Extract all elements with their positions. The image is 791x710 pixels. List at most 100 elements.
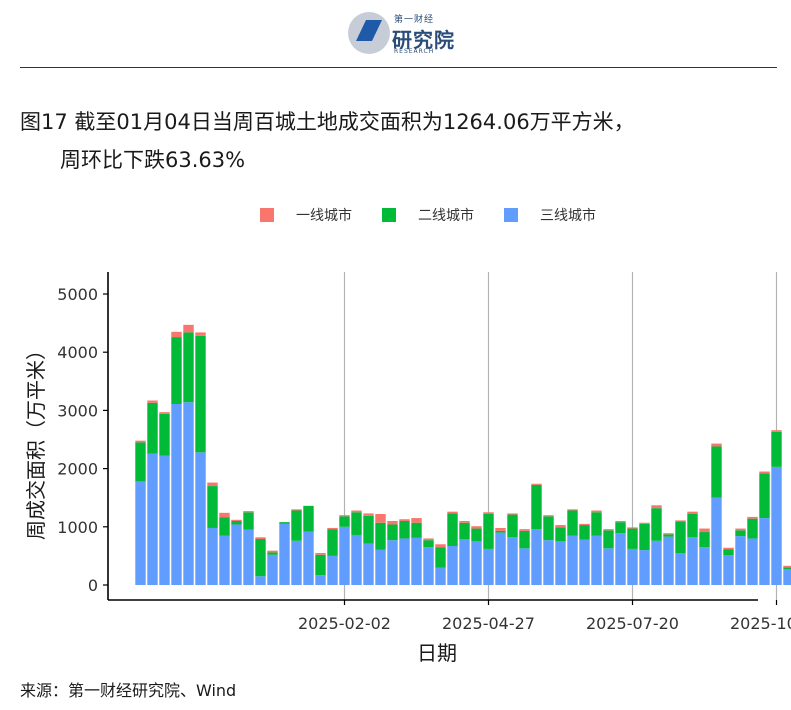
- x-axis-title: 日期: [417, 641, 457, 665]
- bar-tier2-48: [699, 532, 710, 548]
- bar-tier1-29: [471, 526, 482, 529]
- legend-label-tier3: 三线城市: [540, 208, 596, 224]
- bar-tier3-32: [507, 537, 518, 585]
- bar-tier3-16: [315, 575, 326, 585]
- bar-tier3-45: [663, 536, 674, 585]
- bar-tier1-51: [735, 528, 746, 531]
- bar-tier2-29: [471, 528, 482, 542]
- bar-tier3-51: [735, 536, 746, 585]
- bar-tier2-31: [495, 530, 506, 533]
- bar-tier2-42: [627, 528, 638, 549]
- bar-tier2-5: [183, 332, 194, 403]
- bar-tier2-10: [243, 512, 254, 530]
- y-tick-label-2000: 2000: [57, 460, 98, 479]
- bar-tier3-31: [495, 532, 506, 585]
- bar-tier2-12: [267, 552, 278, 555]
- bar-tier3-7: [207, 527, 218, 585]
- bar-tier2-13: [279, 522, 290, 524]
- bar-tier2-39: [591, 512, 602, 536]
- bar-tier2-27: [447, 513, 458, 546]
- bar-tier2-14: [291, 510, 302, 541]
- bar-tier1-44: [651, 505, 662, 509]
- bar-tier3-3: [159, 455, 170, 585]
- bar-tier1-25: [423, 538, 434, 541]
- bar-tier2-30: [483, 514, 494, 549]
- y-axis-title: 周成交面积（万平米）: [24, 340, 48, 540]
- bar-tier3-54: [771, 466, 782, 585]
- bar-tier3-22: [387, 540, 398, 585]
- legend-label-tier2: 二线城市: [418, 208, 474, 224]
- bar-tier2-50: [723, 549, 734, 556]
- bar-tier2-18: [339, 516, 350, 527]
- bar-tier2-45: [663, 534, 674, 537]
- bar-tier2-41: [615, 522, 626, 534]
- logo-brand-text: 第一财经: [394, 15, 435, 25]
- bar-tier1-42: [627, 527, 638, 529]
- bar-tier2-22: [387, 524, 398, 541]
- bar-tier2-28: [459, 522, 470, 540]
- legend-label-tier1: 一线城市: [296, 208, 352, 224]
- bar-tier1-22: [387, 520, 398, 525]
- bar-tier1-52: [747, 516, 758, 519]
- bar-tier2-35: [543, 516, 554, 541]
- bar-tier2-51: [735, 530, 746, 537]
- bar-tier1-5: [183, 324, 194, 333]
- bar-tier1-3: [159, 412, 170, 414]
- bar-tier2-20: [363, 515, 374, 544]
- bar-series: [135, 324, 791, 585]
- bar-tier2-16: [315, 554, 326, 576]
- bar-tier1-48: [699, 528, 710, 533]
- bar-tier1-20: [363, 513, 374, 516]
- bar-tier1-11: [255, 537, 266, 540]
- bar-tier2-23: [399, 520, 410, 539]
- bar-tier1-6: [195, 332, 206, 336]
- bar-tier3-28: [459, 539, 470, 585]
- bar-tier3-36: [555, 541, 566, 585]
- bar-tier1-50: [723, 547, 734, 550]
- bar-tier2-55: [783, 567, 791, 570]
- bar-tier3-5: [183, 402, 194, 585]
- bar-tier3-52: [747, 538, 758, 585]
- bar-tier2-1: [135, 442, 146, 482]
- bar-tier3-2: [147, 453, 158, 585]
- bar-tier2-9: [231, 520, 242, 525]
- bar-tier3-6: [195, 452, 206, 585]
- bar-tier1-38: [579, 523, 590, 526]
- bar-tier1-53: [759, 471, 770, 474]
- bar-tier3-20: [363, 543, 374, 585]
- figure-title-line1: 图17 截至01月04日当周百城土地成交面积为1264.06万平方米，: [20, 110, 635, 134]
- bar-tier3-9: [231, 524, 242, 585]
- bar-tier2-36: [555, 527, 566, 542]
- bar-tier2-25: [423, 540, 434, 548]
- bar-tier3-23: [399, 538, 410, 585]
- bar-tier1-54: [771, 430, 782, 432]
- bar-tier3-34: [531, 529, 542, 585]
- bar-tier1-1: [135, 440, 146, 443]
- bar-tier2-15: [303, 505, 314, 532]
- x-tick-label-1: 2025-02-02: [298, 614, 391, 633]
- bar-tier1-33: [519, 529, 530, 531]
- bar-tier1-35: [543, 515, 554, 517]
- source-note: 来源：第一财经研究院、Wind: [20, 681, 237, 700]
- bar-tier1-24: [411, 518, 422, 523]
- bar-tier3-47: [687, 537, 698, 585]
- bar-tier2-43: [639, 523, 650, 551]
- bar-tier2-8: [219, 517, 230, 536]
- y-tick-label-4000: 4000: [57, 343, 98, 362]
- bar-tier1-21: [375, 514, 386, 523]
- bar-tier1-46: [675, 520, 686, 522]
- bar-tier1-12: [267, 550, 278, 553]
- bar-tier2-21: [375, 522, 386, 550]
- bar-tier2-19: [351, 512, 362, 535]
- bar-tier2-24: [411, 522, 422, 538]
- bar-tier1-36: [555, 525, 566, 528]
- bar-tier2-40: [603, 530, 614, 549]
- legend-swatch-tier1: [260, 208, 274, 222]
- axes: 0 1000 2000 3000 4000 5000 2025-02-02 2025-04-2…: [57, 272, 791, 633]
- bar-tier2-7: [207, 486, 218, 528]
- header-divider: [20, 67, 777, 68]
- bar-tier3-24: [411, 537, 422, 585]
- bar-tier3-30: [483, 548, 494, 585]
- bar-tier1-17: [327, 527, 338, 530]
- x-tick-label-4: 2025-10-12: [730, 614, 791, 633]
